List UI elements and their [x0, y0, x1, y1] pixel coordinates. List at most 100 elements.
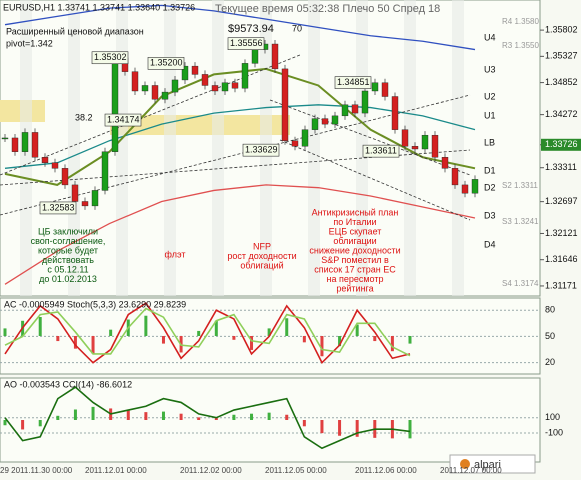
- indicator-line: [4, 184, 476, 285]
- annotation: рейтинга: [336, 283, 373, 293]
- price-tag-box: [104, 113, 142, 127]
- indicator-line: [4, 386, 411, 450]
- y-tick-label: 20: [545, 357, 555, 367]
- candle: [291, 140, 299, 147]
- candle: [51, 162, 59, 169]
- price-tag-box: [334, 76, 372, 89]
- candle: [91, 190, 99, 207]
- candle: [371, 82, 379, 92]
- price-tag: 1.35200: [150, 58, 183, 68]
- histogram-bar: [73, 409, 77, 420]
- annotation: ЦБ заключили: [38, 226, 98, 236]
- histogram-bar: [197, 330, 201, 336]
- session-stripe: [308, 0, 320, 296]
- candle: [321, 118, 329, 125]
- annotation: облигации: [333, 236, 376, 246]
- candle: [241, 63, 249, 89]
- candle: [111, 57, 119, 152]
- histogram-bar: [250, 336, 254, 350]
- session-stripe: [356, 0, 368, 296]
- y-tick-label: -100: [545, 427, 563, 437]
- candle: [391, 96, 399, 130]
- candle: [101, 151, 109, 191]
- histogram-bar: [390, 336, 394, 352]
- candle: [211, 85, 219, 92]
- histogram-bar: [408, 336, 412, 344]
- annotation: NFP: [253, 241, 271, 251]
- pivot-label: S4 1.3174: [502, 279, 539, 288]
- y-tick-label: 50: [545, 331, 555, 341]
- candle: [61, 168, 69, 186]
- header-note: 70: [292, 23, 302, 33]
- pivot-label: R4 1.3580: [502, 17, 539, 26]
- histogram-bar: [38, 420, 42, 427]
- candle: [311, 118, 319, 130]
- candle: [381, 82, 389, 97]
- histogram-bar: [267, 412, 271, 420]
- x-tick-label: 2011.12.01 00:00: [85, 466, 147, 475]
- annotation: флэт: [165, 249, 186, 259]
- candle: [421, 134, 429, 150]
- annotation: рост доходности: [227, 251, 296, 261]
- price-tag-box: [242, 143, 280, 157]
- candle: [351, 104, 359, 114]
- histogram-bar: [3, 328, 7, 336]
- annotation: с 05.12.11: [47, 264, 88, 274]
- histogram-bar: [355, 324, 359, 336]
- histogram-bar: [338, 336, 342, 347]
- histogram-bar: [285, 318, 289, 336]
- channel-line: [0, 54, 301, 176]
- candle: [171, 79, 179, 93]
- session-stripe: [404, 0, 416, 296]
- session-stripe: [452, 0, 464, 296]
- histogram-bar: [214, 320, 218, 336]
- price-tag: 1.35302: [94, 52, 127, 62]
- panel-title: AO -0.003543 CCI(14) -86.6012: [4, 379, 132, 389]
- header-note: 38.2: [75, 112, 93, 122]
- y-tick-label: 100: [545, 412, 560, 422]
- candle: [191, 65, 199, 75]
- band-label: D3: [484, 210, 496, 220]
- price-tag-box: [362, 144, 400, 158]
- annotation: действовать: [42, 255, 94, 265]
- indicator-line: [4, 302, 411, 364]
- candle: [441, 157, 449, 169]
- price-tag-box: [91, 51, 129, 65]
- candle: [221, 82, 229, 92]
- histogram-bar: [267, 328, 271, 336]
- candle: [451, 168, 459, 186]
- band-label: U3: [484, 64, 496, 74]
- subtitle: Текущее время 05:32:38 Плечо 50 Спред 18: [215, 3, 440, 15]
- candle: [71, 184, 79, 202]
- logo-box: [449, 454, 536, 474]
- price-tag: 1.34851: [337, 77, 370, 87]
- annotation: облигаций: [240, 260, 283, 270]
- candle: [401, 129, 409, 147]
- chart-title: EURUSD,H1 1.33741 1.33741 1.33640 1.3372…: [3, 2, 195, 12]
- candle: [281, 68, 289, 141]
- histogram-bar: [250, 413, 254, 420]
- histogram-bar: [91, 406, 95, 420]
- x-tick-label: 2011.12.02 00:00: [180, 466, 242, 475]
- histogram-bar: [408, 420, 412, 439]
- price-tag-box: [147, 57, 185, 70]
- histogram-bar: [197, 417, 201, 420]
- annotation: снижение доходности: [309, 245, 400, 255]
- candle: [11, 137, 19, 152]
- annotation: до 01.02.2013: [39, 274, 97, 284]
- pivot-label: S2 1.3311: [502, 181, 538, 190]
- histogram-bar: [144, 412, 148, 420]
- candle: [161, 91, 169, 100]
- histogram-bar: [214, 417, 218, 420]
- candle: [141, 85, 149, 92]
- histogram-bar: [38, 317, 42, 336]
- y-tick-label: 1.32121: [545, 228, 578, 238]
- histogram-bar: [91, 336, 95, 354]
- session-stripe: [68, 0, 80, 296]
- pivot-label: R3 1.3550: [502, 41, 539, 50]
- histogram-bar: [338, 420, 342, 436]
- pivot-label: S3 1.3241: [502, 217, 539, 226]
- annotation: список 17 стран ЕС: [314, 264, 396, 274]
- candle: [331, 115, 339, 125]
